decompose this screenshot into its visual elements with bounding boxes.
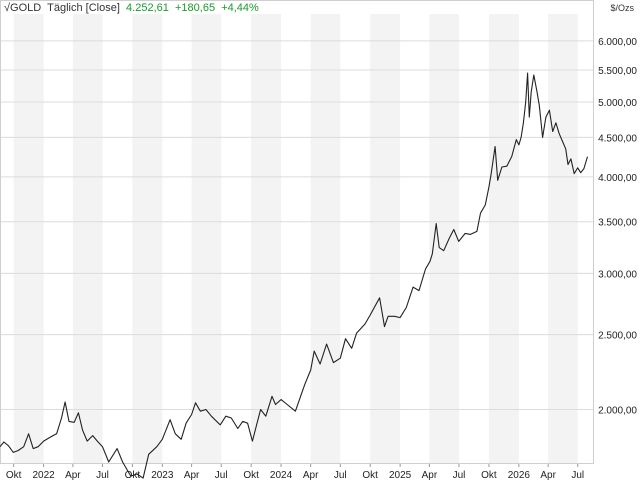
background-band xyxy=(191,14,222,464)
x-tick-label: Apr xyxy=(303,470,319,480)
background-band xyxy=(488,14,519,464)
x-tick-label: Jul xyxy=(571,470,584,480)
change-absolute: +180,65 xyxy=(175,2,216,14)
y-tick-label: 6.000,00 xyxy=(598,37,637,48)
background-band xyxy=(13,14,44,464)
instrument-symbol[interactable]: GOLD xyxy=(10,2,42,14)
background-band xyxy=(548,14,578,464)
interval-label[interactable]: Täglich [Close] xyxy=(47,2,120,14)
y-tick-label: 4.000,00 xyxy=(598,173,637,184)
x-tick-label: Okt xyxy=(362,470,378,480)
y-tick-label: 3.000,00 xyxy=(598,269,637,280)
x-tick-label: Jul xyxy=(96,470,109,480)
x-tick-label: Apr xyxy=(184,470,200,480)
x-tick-label: Okt xyxy=(243,470,259,480)
x-tick-label: Okt xyxy=(6,470,22,480)
x-tick-label: Jul xyxy=(453,470,466,480)
background-band xyxy=(310,14,341,464)
instrument-icon: √ xyxy=(4,2,11,14)
plot-frame xyxy=(0,0,594,464)
background-band xyxy=(132,14,163,464)
last-price: 4.252,61 xyxy=(126,2,169,14)
x-tick-label: 2025 xyxy=(389,470,412,480)
x-tick-label: Jul xyxy=(334,470,347,480)
x-tick-label: 2024 xyxy=(270,470,293,480)
background-band xyxy=(251,14,282,464)
y-tick-label: 3.500,00 xyxy=(598,218,637,229)
y-tick-label: 2.000,00 xyxy=(598,405,637,416)
x-tick-label: 2023 xyxy=(151,470,174,480)
x-tick-label: Apr xyxy=(540,470,556,480)
y-tick-label: 5.500,00 xyxy=(598,66,637,77)
y-tick-label: 4.500,00 xyxy=(598,133,637,144)
background-band xyxy=(370,14,401,464)
x-tick-label: Jul xyxy=(215,470,228,480)
y-tick-label: 2.500,00 xyxy=(598,331,637,342)
x-tick-label: 2022 xyxy=(32,470,55,480)
change-percent: +4,44% xyxy=(221,2,259,14)
x-tick-label: Okt xyxy=(481,470,497,480)
x-tick-label: Apr xyxy=(65,470,81,480)
chart-header: √GOLD Täglich [Close] 4.252,61 +180,65 +… xyxy=(4,2,259,14)
y-tick-label: 5.000,00 xyxy=(598,98,637,109)
x-tick-label: 2026 xyxy=(508,470,531,480)
background-band xyxy=(72,14,103,464)
y-axis-unit: $/Ozs xyxy=(610,3,634,13)
series-line xyxy=(0,72,589,479)
x-tick-label: Apr xyxy=(422,470,438,480)
